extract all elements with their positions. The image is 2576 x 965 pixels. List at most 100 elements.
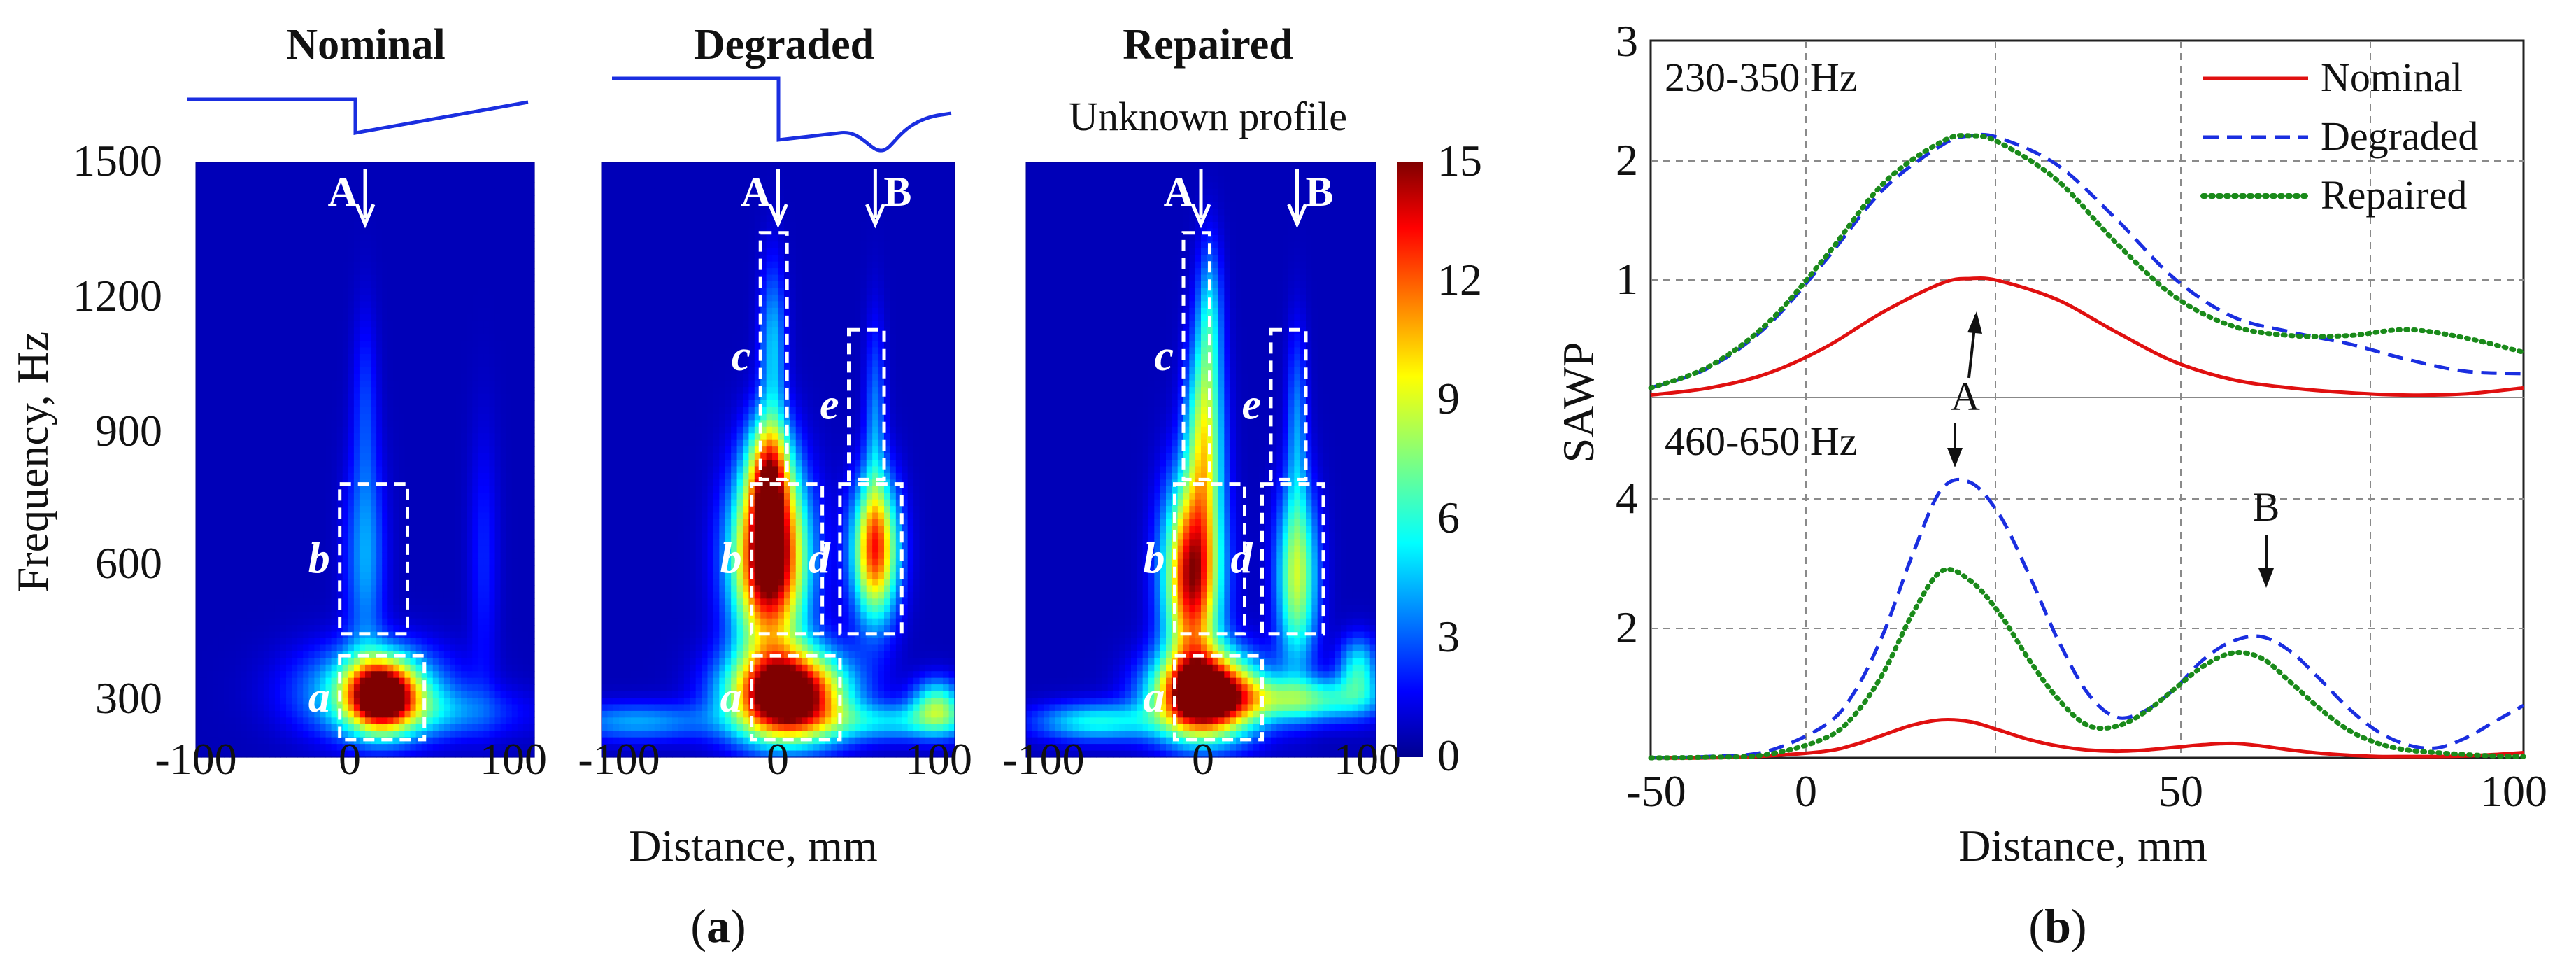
- heatmap-cell: [399, 460, 406, 467]
- heatmap-cell: [348, 691, 355, 698]
- heatmap-cell: [461, 228, 467, 236]
- heatmap-cell: [303, 499, 309, 507]
- heatmap-cell: [207, 195, 213, 203]
- heatmap-cell: [500, 618, 507, 626]
- heatmap-cell: [432, 704, 439, 712]
- heatmap-cell: [257, 307, 264, 315]
- heatmap-cell: [314, 671, 321, 679]
- heatmap-cell: [438, 188, 445, 196]
- heatmap-cell: [450, 374, 456, 381]
- heatmap-cell: [196, 407, 202, 414]
- heatmap-cell: [196, 234, 202, 242]
- heatmap-cell: [500, 717, 507, 725]
- heatmap-cell: [207, 644, 213, 652]
- heatmap-cell: [229, 472, 236, 480]
- heatmap-cell: [297, 664, 304, 672]
- heatmap-cell: [467, 162, 473, 170]
- heatmap-cell: [415, 460, 422, 467]
- heatmap-cell: [331, 195, 338, 203]
- heatmap-cell: [443, 472, 450, 480]
- heatmap-cell: [252, 353, 259, 361]
- heatmap-cell: [415, 393, 422, 401]
- heatmap-cell: [399, 268, 406, 276]
- heatmap-cell: [314, 565, 321, 573]
- heatmap-cell: [269, 731, 276, 738]
- heatmap-cell: [382, 393, 388, 401]
- heatmap-cell: [421, 374, 428, 381]
- heatmap-cell: [443, 162, 450, 170]
- heatmap-cell: [241, 625, 248, 633]
- heatmap-cell: [246, 321, 253, 328]
- heatmap-cell: [376, 209, 383, 216]
- heatmap-cell: [415, 353, 422, 361]
- heatmap-cell: [263, 209, 270, 216]
- heatmap-cell: [314, 426, 321, 434]
- heatmap-cell: [252, 426, 259, 434]
- heatmap-cell: [399, 493, 406, 500]
- heatmap-cell: [415, 605, 422, 612]
- heatmap-cell: [427, 671, 434, 679]
- heatmap-cell: [478, 644, 484, 652]
- heatmap-cell: [213, 380, 219, 388]
- heatmap-cell: [500, 671, 507, 679]
- heatmap-cell: [292, 175, 298, 183]
- heatmap-cell: [483, 526, 490, 533]
- heatmap-cell: [450, 393, 456, 401]
- heatmap-cell: [472, 255, 478, 262]
- heatmap-cell: [455, 664, 462, 672]
- heatmap-cell: [410, 400, 417, 408]
- heatmap-cell: [483, 572, 490, 579]
- heatmap-cell: [421, 234, 428, 242]
- heatmap-cell: [348, 169, 355, 176]
- heatmap-cell: [320, 691, 327, 698]
- heatmap-cell: [241, 255, 248, 262]
- heatmap-cell: [483, 691, 490, 698]
- heatmap-cell: [489, 387, 496, 395]
- heatmap-cell: [235, 420, 242, 428]
- heatmap-cell: [257, 446, 264, 454]
- heatmap-cell: [320, 367, 327, 374]
- heatmap-cell: [308, 625, 315, 633]
- heatmap-cell: [427, 499, 434, 507]
- heatmap-cell: [371, 472, 377, 480]
- heatmap-cell: [353, 314, 360, 322]
- heatmap-cell: [201, 724, 208, 731]
- heatmap-cell: [443, 446, 450, 454]
- heatmap-cell: [342, 321, 349, 328]
- heatmap-cell: [500, 684, 507, 692]
- heatmap-cell: [303, 552, 309, 560]
- heatmap-cell: [297, 717, 304, 725]
- heatmap-cell: [213, 374, 219, 381]
- heatmap-cell: [371, 281, 377, 289]
- heatmap-cell: [438, 433, 445, 441]
- heatmap-cell: [359, 664, 366, 672]
- heatmap-cell: [432, 426, 439, 434]
- heatmap-cell: [387, 644, 394, 652]
- heatmap-cell: [353, 248, 360, 255]
- heatmap-cell: [252, 294, 259, 302]
- heatmap-cell: [336, 625, 343, 633]
- heatmap-cell: [489, 268, 496, 276]
- heatmap-cell: [196, 545, 202, 553]
- heatmap-cell: [241, 426, 248, 434]
- heatmap-cell: [455, 274, 462, 282]
- heatmap-cell: [218, 519, 225, 527]
- heatmap-cell: [472, 175, 478, 183]
- heatmap-cell: [286, 281, 292, 289]
- heatmap-cell: [410, 526, 417, 533]
- heatmap-cell: [376, 288, 383, 295]
- heatmap-cell: [489, 684, 496, 692]
- heatmap-cell: [252, 400, 259, 408]
- heatmap-cell: [286, 188, 292, 196]
- heatmap-cell: [320, 327, 327, 335]
- heatmap-cell: [246, 737, 253, 745]
- heatmap-cell: [478, 724, 484, 731]
- heatmap-cell: [415, 433, 422, 441]
- heatmap-cell: [393, 274, 399, 282]
- heatmap-cell: [348, 268, 355, 276]
- heatmap-cell: [286, 334, 292, 341]
- heatmap-cell: [393, 466, 399, 474]
- heatmap-cell: [393, 255, 399, 262]
- heatmap-cell: [229, 651, 236, 658]
- heatmap-cell: [286, 222, 292, 230]
